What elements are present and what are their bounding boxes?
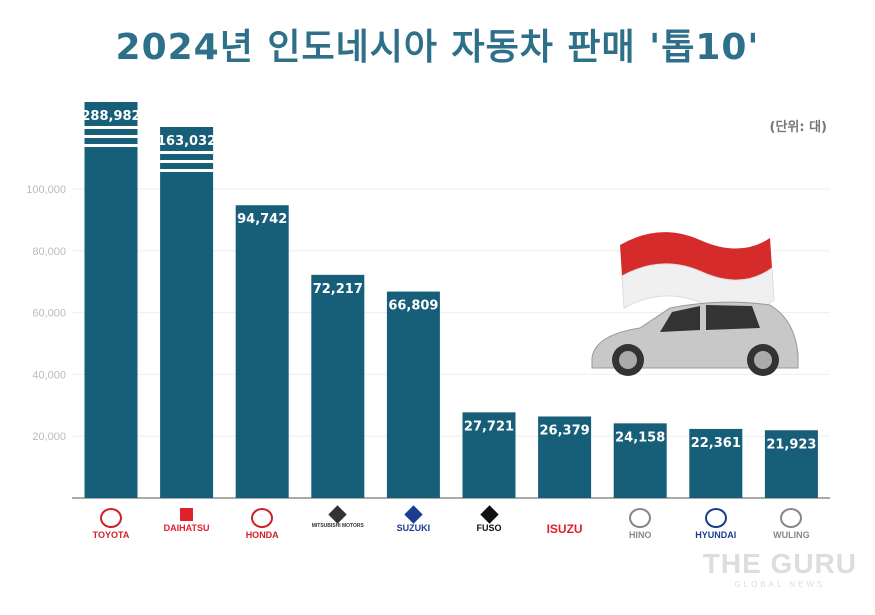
brand-name: HYUNDAI	[695, 530, 737, 540]
data-label: 94,742	[237, 212, 287, 227]
car-windows-icon	[660, 305, 760, 332]
watermark: THE GURU GLOBAL NEWS	[703, 548, 857, 589]
brand-logo: DAIHATSU	[152, 508, 222, 533]
y-tick-label: 60,000	[32, 308, 66, 320]
brand-name: MITSUBISHI MOTORS	[311, 523, 364, 529]
brand-emblem-icon	[629, 508, 652, 528]
brand-name: HINO	[628, 530, 652, 540]
y-tick-label: 40,000	[32, 369, 66, 381]
data-label: 66,809	[388, 299, 438, 314]
brand-emblem-icon	[180, 508, 194, 521]
brand-logo: MITSUBISHI MOTORS	[303, 505, 373, 529]
brand-name: ISUZU	[546, 522, 583, 536]
data-label: 27,721	[464, 419, 514, 434]
car-hub-icon	[754, 351, 772, 369]
axis-break	[84, 144, 138, 147]
flag-white-icon	[621, 263, 775, 313]
data-label: 163,032	[157, 134, 216, 149]
brand-name: HONDA	[245, 530, 279, 540]
bar	[764, 430, 818, 498]
brand-logo: WULING	[756, 508, 826, 540]
brand-emblem-icon	[328, 505, 347, 524]
brand-emblem-icon	[704, 508, 727, 528]
data-label: 26,379	[540, 423, 590, 438]
bar	[160, 127, 214, 498]
brand-logo: HINO	[605, 508, 675, 540]
data-label: 288,982	[81, 109, 140, 124]
brand-name: TOYOTA	[92, 530, 130, 540]
data-label: 72,217	[313, 282, 363, 297]
axis-break	[160, 169, 214, 172]
watermark-title: THE GURU	[702, 548, 857, 579]
bar	[84, 102, 138, 498]
y-tick-label: 20,000	[32, 431, 66, 443]
flag-red-icon	[620, 232, 772, 281]
brand-name: WULING	[773, 530, 810, 540]
y-tick-label: 100,000	[26, 184, 66, 196]
bar	[613, 423, 667, 498]
data-label: 22,361	[691, 436, 741, 451]
brand-logo: SUZUKI	[378, 505, 448, 533]
data-label: 24,158	[615, 430, 665, 445]
brand-logo: ISUZU	[530, 508, 600, 536]
bar	[386, 291, 440, 498]
unit-label: (단위: 대)	[769, 120, 828, 135]
bar	[311, 274, 365, 498]
bar	[235, 205, 289, 498]
brand-emblem-icon	[479, 505, 499, 524]
brand-logo: TOYOTA	[76, 508, 146, 540]
data-label: 21,923	[766, 437, 816, 452]
brand-name: SUZUKI	[396, 523, 431, 533]
y-tick-label: 80,000	[32, 246, 66, 258]
axis-break	[160, 151, 214, 154]
brand-emblem-icon	[404, 505, 423, 524]
brand-name: DAIHATSU	[163, 523, 210, 533]
axis-break	[160, 160, 214, 163]
brand-logo: HONDA	[227, 508, 297, 540]
brand-emblem-icon	[251, 508, 274, 528]
watermark-subtitle: GLOBAL NEWS	[734, 580, 826, 589]
brand-logo: HYUNDAI	[681, 508, 751, 540]
chart-title: 2024년 인도네시아 자동차 판매 '톱10'	[115, 27, 760, 68]
brand-logo: FUSO	[454, 505, 524, 533]
bar	[462, 412, 516, 498]
bar	[538, 416, 592, 498]
bar	[689, 428, 743, 498]
brand-emblem-icon	[100, 508, 122, 528]
axis-break	[84, 126, 138, 129]
car-hub-icon	[619, 351, 637, 369]
axis-break	[84, 135, 138, 138]
brand-name: FUSO	[476, 523, 502, 533]
brand-emblem-icon	[780, 508, 803, 528]
